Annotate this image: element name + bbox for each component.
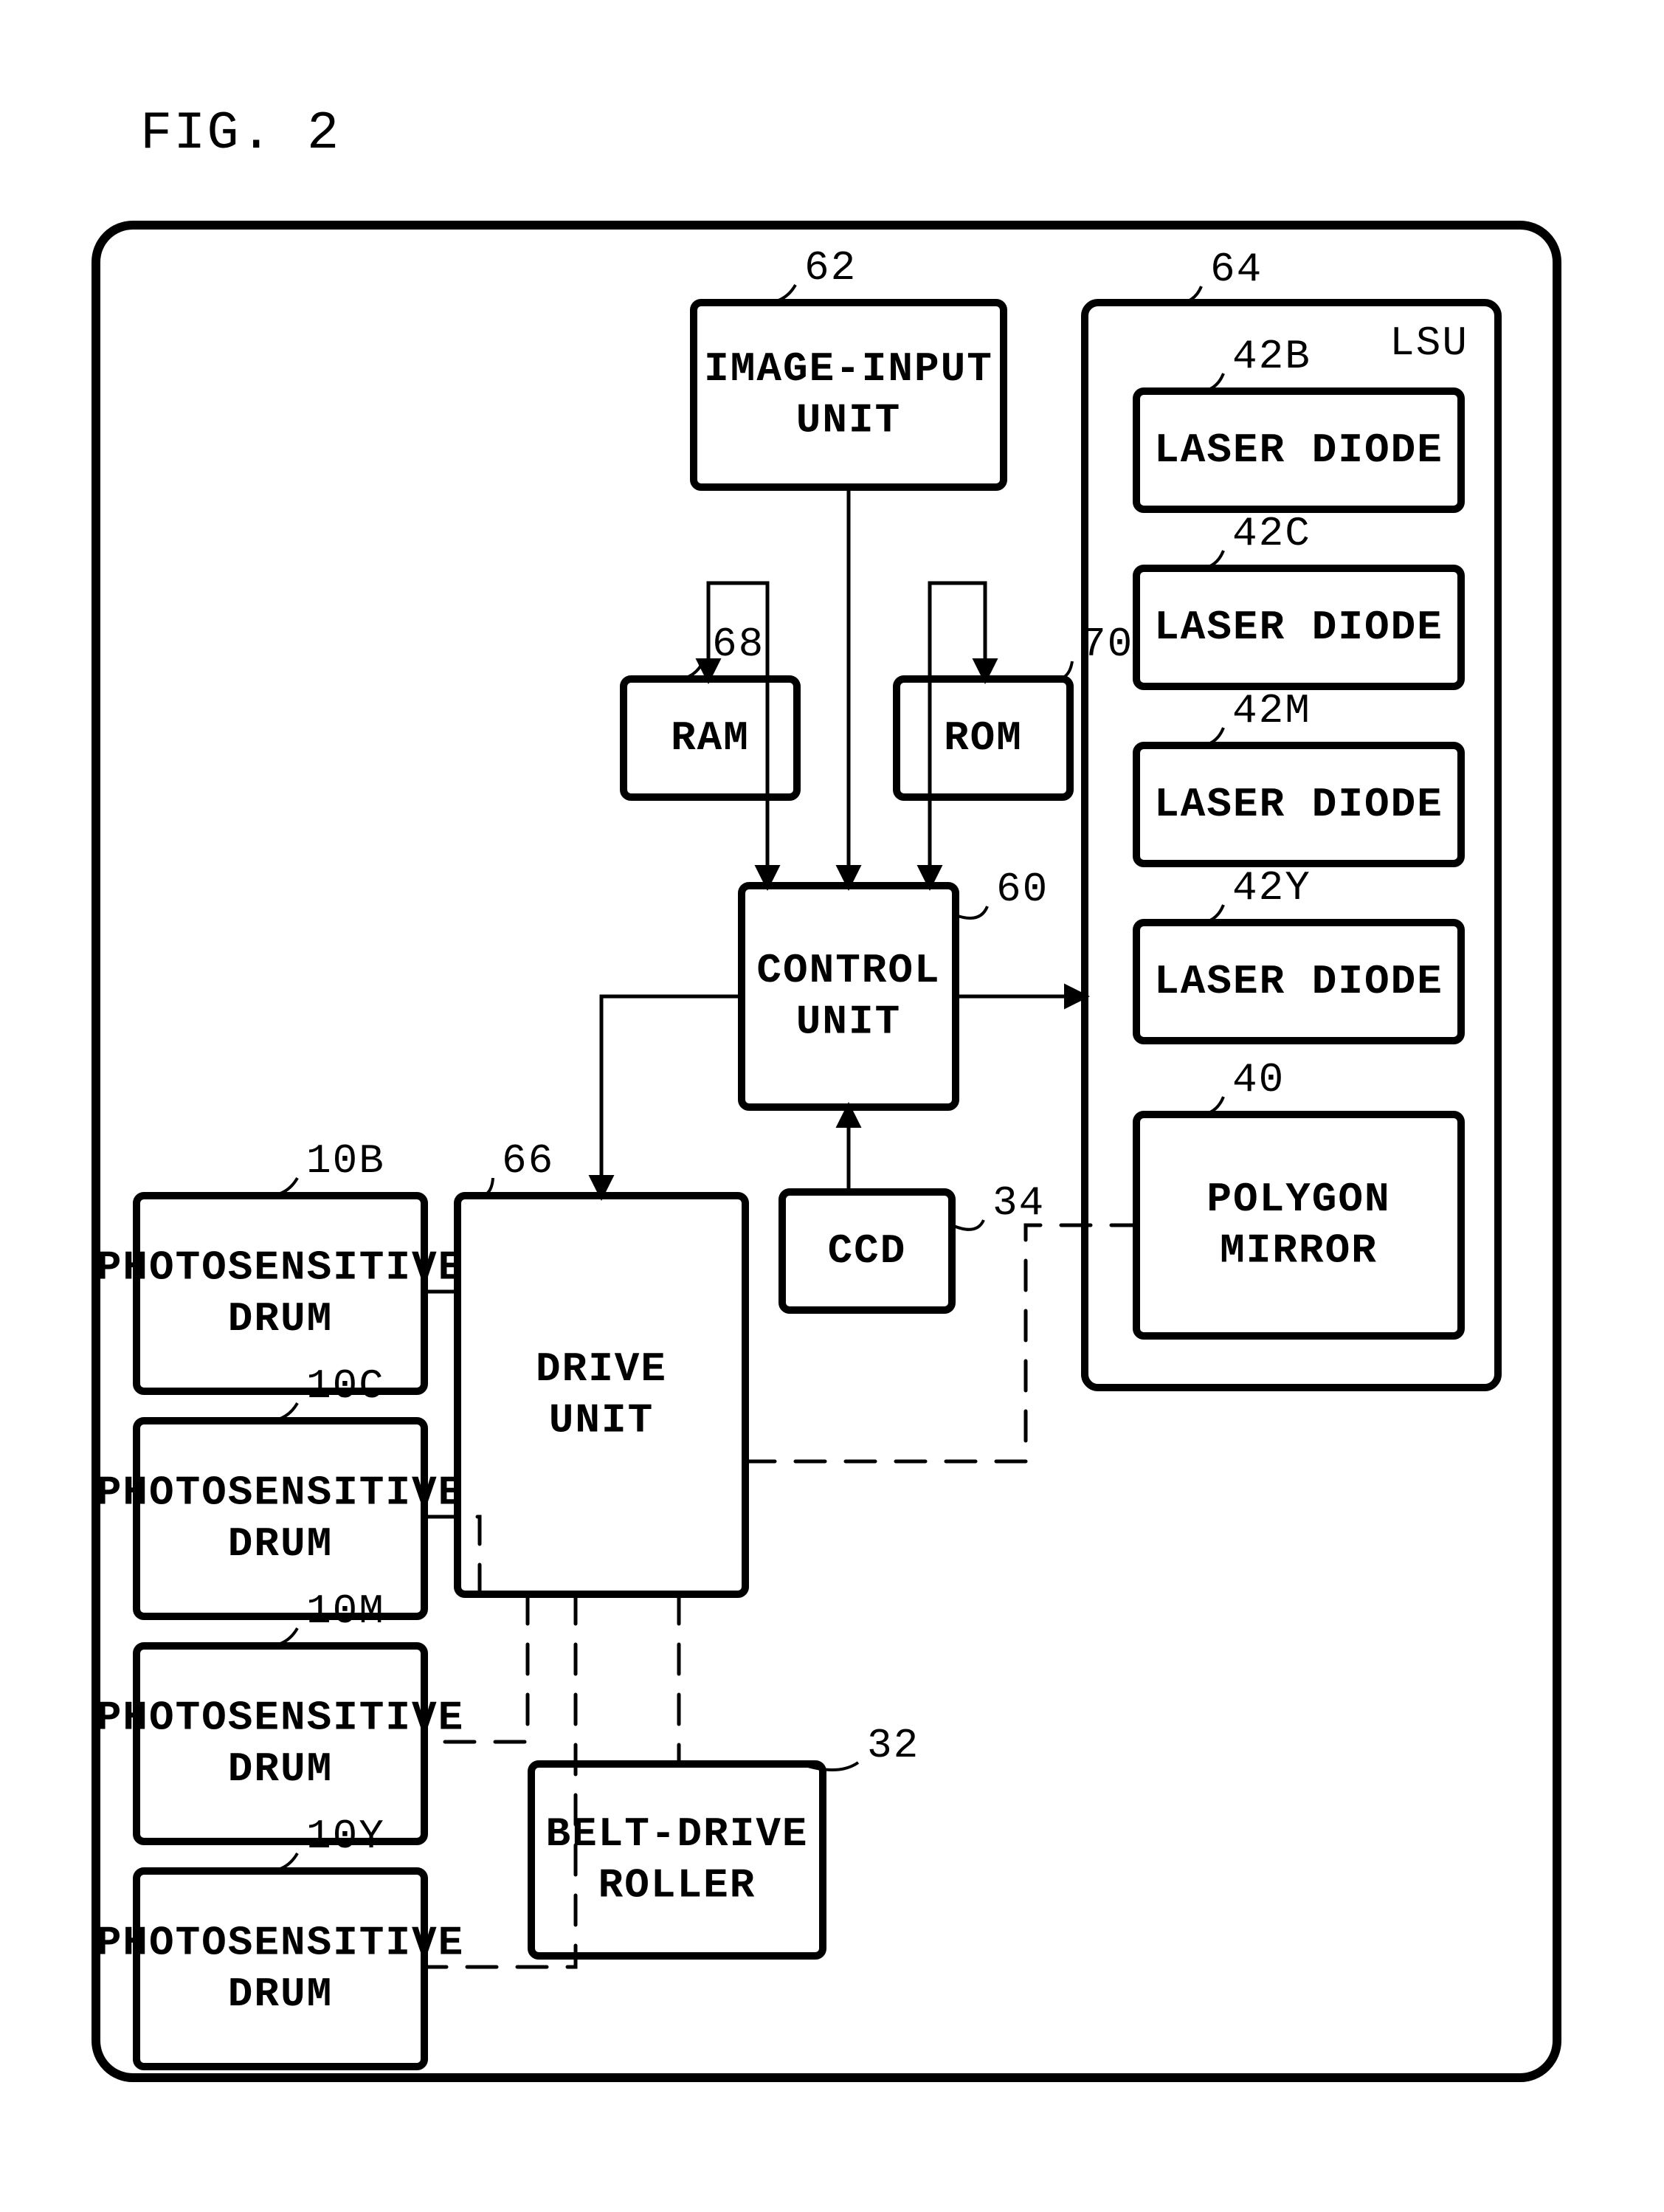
drum_c-label1: PHOTOSENSITIVE (97, 1470, 464, 1517)
control-label2: UNIT (796, 999, 901, 1046)
drive-ref: 66 (502, 1137, 554, 1185)
drive-label1: DRIVE (536, 1346, 667, 1393)
drum_c-label2: DRUM (228, 1520, 333, 1568)
control (742, 886, 956, 1107)
poly-ref: 40 (1232, 1056, 1285, 1103)
drum_c-ref: 10C (306, 1362, 385, 1410)
image_input (694, 303, 1004, 487)
belt-label2: ROLLER (598, 1862, 756, 1909)
ld_m-label: LASER DIODE (1154, 781, 1443, 828)
rom-ref: 70 (1081, 621, 1133, 668)
poly-label1: POLYGON (1206, 1176, 1390, 1223)
lsu-label: LSU (1389, 320, 1468, 367)
ccd-ref: 34 (992, 1179, 1045, 1227)
ld_y-ref: 42Y (1232, 864, 1311, 912)
drum_m-label1: PHOTOSENSITIVE (97, 1695, 464, 1742)
ld_m-ref: 42M (1232, 687, 1311, 734)
image_input-ref: 62 (804, 244, 857, 292)
lsu-ref: 64 (1210, 246, 1263, 293)
belt-label1: BELT-DRIVE (545, 1810, 808, 1858)
diagram-canvas: FIG. 2 LSU 64 LASER DIODE 42B LASER DIODE 42C L… (0, 0, 1664, 2212)
ld_c-label: LASER DIODE (1154, 604, 1443, 651)
figure-title: FIG. 2 (140, 103, 340, 164)
ld_b-label: LASER DIODE (1154, 427, 1443, 474)
drum_m-ref: 10M (306, 1588, 385, 1635)
image_input-label2: UNIT (796, 397, 901, 444)
ram-ref: 68 (712, 621, 764, 668)
ld_b-ref: 42B (1232, 333, 1311, 380)
image_input-label1: IMAGE-INPUT (704, 345, 993, 393)
drum_y (137, 1871, 424, 2067)
drum_y-label1: PHOTOSENSITIVE (97, 1920, 464, 1967)
control-ref: 60 (996, 866, 1049, 913)
ccd-label: CCD (828, 1227, 907, 1275)
drive (458, 1196, 745, 1594)
drum_y-ref: 10Y (306, 1813, 385, 1860)
drum_b-ref: 10B (306, 1137, 385, 1185)
poly-label2: MIRROR (1220, 1227, 1378, 1275)
drive-label2: UNIT (549, 1397, 654, 1444)
control-label1: CONTROL (756, 947, 940, 994)
drum_b-label1: PHOTOSENSITIVE (97, 1244, 464, 1292)
drum_m-label2: DRUM (228, 1746, 333, 1793)
drum_y-label2: DRUM (228, 1971, 333, 2018)
ld_y-label: LASER DIODE (1154, 958, 1443, 1005)
rom-label: ROM (944, 714, 1023, 762)
ld_c-ref: 42C (1232, 510, 1311, 557)
drum_b-label2: DRUM (228, 1295, 333, 1343)
belt-ref: 32 (867, 1722, 919, 1769)
ram-label: RAM (671, 714, 750, 762)
poly (1136, 1114, 1461, 1336)
